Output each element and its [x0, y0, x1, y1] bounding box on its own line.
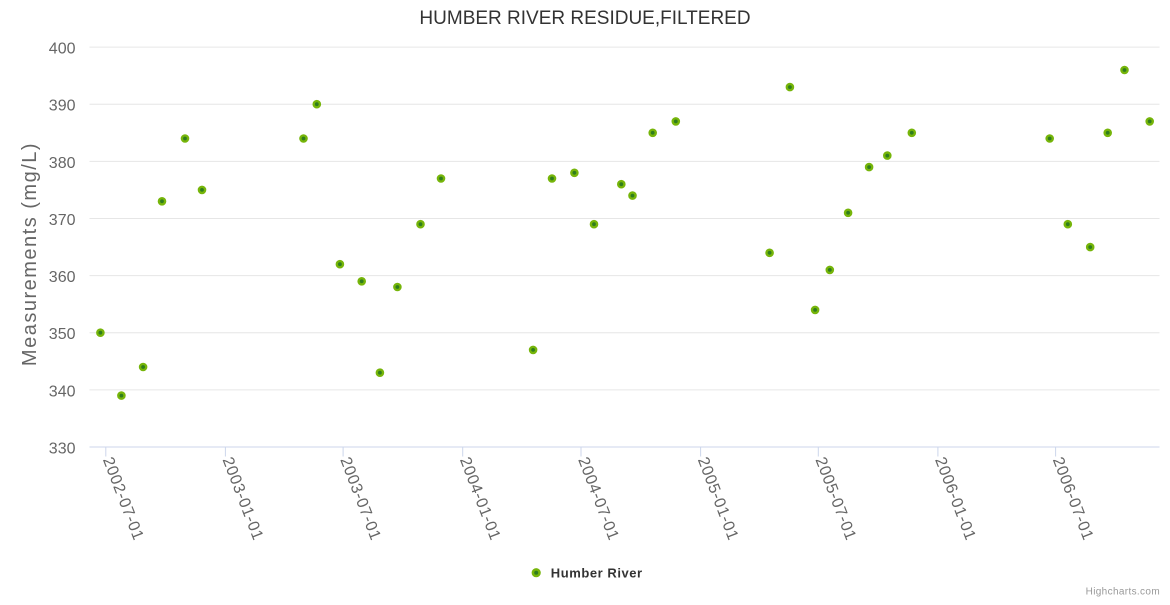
svg-text:350: 350: [49, 326, 76, 343]
svg-text:Highcharts.com: Highcharts.com: [1086, 587, 1160, 598]
svg-text:Humber River: Humber River: [551, 565, 643, 580]
svg-text:400: 400: [49, 41, 76, 58]
svg-text:Measurements (mg/L): Measurements (mg/L): [19, 142, 41, 366]
svg-text:380: 380: [49, 155, 76, 172]
svg-text:360: 360: [49, 269, 76, 286]
svg-text:340: 340: [49, 383, 76, 400]
svg-text:370: 370: [49, 212, 76, 229]
svg-text:330: 330: [49, 440, 76, 457]
svg-text:390: 390: [49, 98, 76, 115]
svg-text:HUMBER RIVER RESIDUE,FILTERED: HUMBER RIVER RESIDUE,FILTERED: [419, 8, 750, 29]
